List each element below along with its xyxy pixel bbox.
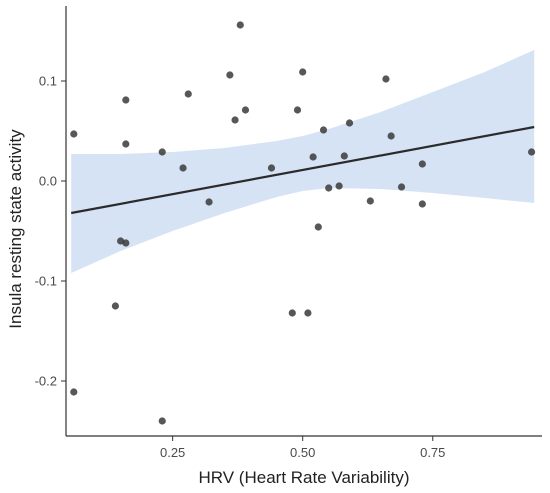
y-axis-title: Insula resting state activity [6,129,25,329]
x-tick-label: 0.25 [160,445,185,460]
data-point [122,140,130,148]
data-point [122,96,130,104]
x-tick-label: 0.50 [290,445,315,460]
data-point [387,132,395,140]
data-point [319,126,328,134]
data-point [304,309,312,317]
data-point [325,184,333,192]
data-point [382,75,390,83]
data-point [397,183,406,191]
data-point [70,388,78,396]
y-tick-label: -0.2 [35,374,57,389]
regression-line [71,125,535,215]
data-point [122,239,130,247]
data-point [70,130,78,138]
data-point [236,21,244,29]
data-point [314,223,322,231]
data-point [231,116,239,124]
data-point [184,90,192,98]
data-point [205,198,213,206]
data-point [527,148,536,156]
x-axis-title: HRV (Heart Rate Variability) [199,468,410,487]
x-tick-label: 0.75 [420,445,445,460]
data-point [241,106,250,114]
data-point [299,68,307,76]
y-tick-label: 0.1 [39,74,57,89]
y-tick-label: -0.1 [35,274,57,289]
data-point [293,106,302,114]
data-point [309,153,317,161]
confidence-band [71,50,535,273]
confidence-band-layer [71,50,535,273]
data-point [288,309,296,317]
data-point [158,148,166,156]
data-point [179,164,187,172]
data-point [340,152,348,160]
data-point [111,302,120,310]
y-tick-label: 0.0 [39,174,57,189]
points-layer [70,21,536,425]
data-point [226,71,234,79]
fit-line-layer [71,125,535,215]
data-point [335,182,343,190]
data-point [267,164,276,172]
data-point [366,197,374,205]
data-point [158,417,166,425]
data-point [418,200,426,208]
axes-layer: 0.25 0.50 0.75 -0.2 -0.1 0.0 0.1 [35,6,542,460]
data-point [418,160,426,168]
data-point [345,119,354,127]
